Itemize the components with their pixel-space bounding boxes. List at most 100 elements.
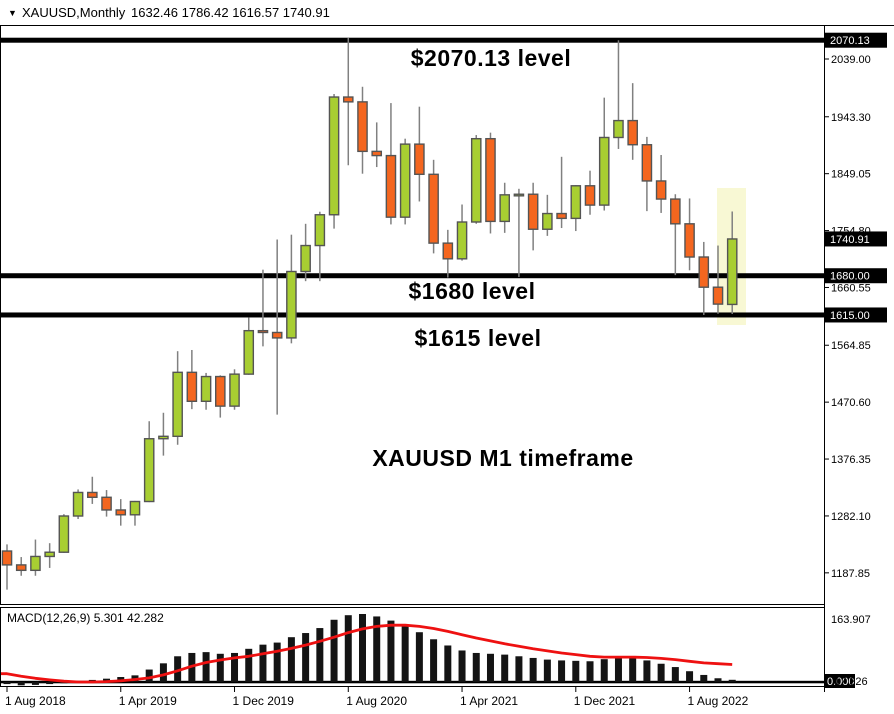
horizontal-level-line[interactable] [0,273,829,279]
price-tick-label: 1564.85 [831,340,871,352]
bull-candle-body [513,193,525,197]
price-label-box [825,307,887,323]
bear-candle-body [712,286,724,305]
bull-candle-body [542,212,553,230]
macd-histogram-bar [401,625,409,682]
annotation-1615-level: $1615 level [414,325,541,351]
candle [143,421,155,503]
horizontal-level-line[interactable] [0,37,829,43]
macd-histogram-bar [444,645,452,682]
bull-candle-body [30,555,41,572]
macd-histogram-bar [245,648,253,682]
collapse-icon[interactable]: ▼ [8,8,17,18]
macd-histogram-bar [46,682,54,685]
candle [442,229,454,278]
bear-candle-body [670,198,681,225]
macd-histogram-bar [458,650,466,682]
macd-histogram-bar [373,616,381,682]
macd-indicator-label: MACD(12,26,9) 5.301 42.282 [7,611,164,625]
candle [44,543,55,568]
macd-histogram-bar [359,613,366,682]
candle [371,122,383,168]
bull-candle-body [172,371,183,438]
candle [357,86,368,174]
bull-candle-body [570,185,582,220]
macd-histogram-bar [3,682,11,685]
bear-candle-body [698,256,710,288]
price-tick-label: 1470.60 [831,397,871,409]
bear-candle-body [641,144,653,182]
macd-histogram-bar [316,628,324,682]
macd-histogram-bar [671,667,679,682]
candle [726,211,738,315]
bull-candle-body [243,329,255,375]
candle [556,156,567,229]
macd-histogram-bar [614,656,622,682]
macd-histogram-bar [231,652,239,682]
bear-candle-body [414,143,425,176]
price-tick-label: 1187.85 [831,568,870,580]
candle [243,317,255,375]
price-label-box [825,268,887,284]
bear-candle-body [627,119,638,146]
macd-histogram-bar [259,644,267,682]
macd-histogram-bar [60,682,68,684]
candle [186,349,198,410]
candle [670,194,681,276]
macd-histogram-bar [643,660,651,682]
candle [115,499,127,526]
macd-histogram-bar [159,663,167,682]
candle [399,138,411,225]
time-tick-label: 1 Aug 2020 [346,694,407,708]
macd-signal-line [0,623,733,684]
candle [200,372,212,410]
bear-candle-body [655,180,667,200]
price-tick-label: 2039.00 [831,54,871,66]
ohlc-readout: 1632.46 1786.42 1616.57 1740.91 [131,5,330,20]
macd-histogram-bar [174,656,182,682]
candle [342,37,354,166]
bear-candle-body [342,96,354,103]
bull-candle-body [399,143,411,218]
candle [72,489,84,520]
candle [584,170,596,215]
macd-histogram-bar [387,620,395,682]
candle [15,557,27,576]
macd-histogram-bar [629,657,637,682]
bear-candle-body [214,375,226,407]
candle [286,234,297,344]
macd-histogram-bar [17,682,25,686]
candle [613,40,624,149]
candle [58,514,70,553]
price-tick-label: 1282.10 [831,511,871,523]
time-tick-label: 1 Dec 2021 [574,694,636,708]
time-axis-area[interactable] [0,687,824,714]
macd-histogram-bar [287,637,295,682]
candle [684,198,695,271]
macd-histogram-bar [330,619,338,682]
price-tick-label: 1943.30 [831,112,871,124]
candle [513,188,525,277]
candle [428,159,439,254]
bull-candle-body [456,221,468,260]
macd-histogram-bar [344,615,352,682]
bull-candle-body [598,136,610,206]
price-label-box-text: 1680.00 [830,271,870,283]
macd-histogram-bar [558,660,566,682]
macd-histogram-bar [430,639,438,682]
horizontal-level-line[interactable] [0,312,829,318]
bear-candle-body [527,193,539,230]
macd-histogram-bar [657,663,665,682]
bull-candle-body [286,270,297,339]
bear-candle-body [584,185,596,206]
price-label-box [825,231,887,247]
time-tick-label: 1 Aug 2018 [5,694,66,708]
time-tick-label: 1 Dec 2019 [233,694,295,708]
price-axis-area[interactable] [824,25,894,692]
bear-candle-body [101,496,112,511]
candle [470,135,482,224]
candle [172,351,183,445]
macd-zero-label: 0.000 [827,676,855,688]
bear-candle-body [485,137,496,223]
